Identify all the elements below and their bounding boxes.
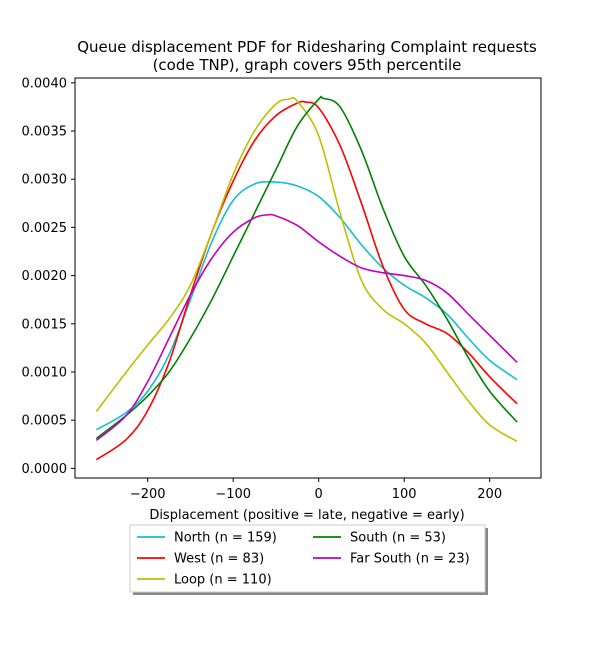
y-tick-label: 0.0000 [22,462,68,477]
axes-frame [74,77,542,479]
series-line-3 [95,95,518,440]
legend-label-4: Far South (n = 23) [350,552,470,567]
y-tick-label: 0.0030 [22,173,68,188]
x-tick-label: 100 [392,487,417,502]
y-tick-label: 0.0035 [22,125,68,140]
y-tick-label: 0.0040 [22,76,68,91]
x-tick-label: 0 [315,487,323,502]
x-axis: −200 −100 0 100 200 [130,478,502,502]
series-line-1 [95,100,518,461]
legend-label-0: North (n = 159) [174,531,277,546]
y-tick-label: 0.0005 [22,414,68,429]
series-line-2 [95,96,518,443]
y-axis: 0.0000 0.0005 0.0010 0.0015 0.0020 0.0025 0.00… [22,76,75,477]
x-tick-label: −200 [130,487,166,502]
legend: North (n = 159) West (n = 83) Loop (n = 11… [129,524,488,595]
series-line-4 [95,213,518,442]
legend-label-1: West (n = 83) [174,552,264,567]
plot-area [74,77,542,479]
x-tick-label: −100 [215,487,251,502]
x-tick-label: 200 [477,487,502,502]
legend-label-2: Loop (n = 110) [174,573,272,588]
y-tick-label: 0.0010 [22,365,68,380]
y-tick-label: 0.0020 [22,269,68,284]
x-axis-label: Displacement (positive = late, negative … [149,508,464,523]
chart-subtitle: (code TNP), graph covers 95th percentile [153,56,462,74]
series-line-0 [95,180,518,431]
legend-box [129,524,486,593]
y-tick-label: 0.0015 [22,317,68,332]
chart-title: Queue displacement PDF for Ridesharing C… [77,38,537,56]
y-tick-label: 0.0025 [22,221,68,236]
legend-label-3: South (n = 53) [350,531,446,546]
